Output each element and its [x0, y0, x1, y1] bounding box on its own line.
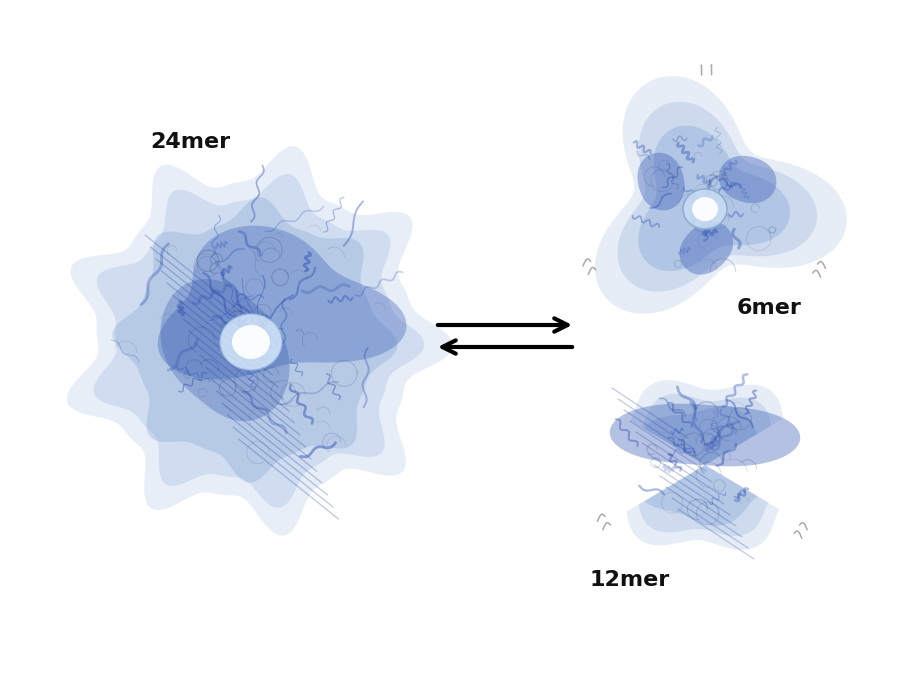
Polygon shape	[67, 146, 453, 536]
Polygon shape	[595, 76, 847, 314]
Text: 24mer: 24mer	[150, 132, 230, 152]
Polygon shape	[719, 156, 777, 203]
Polygon shape	[94, 174, 425, 508]
Polygon shape	[160, 279, 290, 421]
Polygon shape	[637, 153, 685, 211]
Polygon shape	[593, 380, 783, 550]
Polygon shape	[680, 221, 734, 275]
Polygon shape	[611, 394, 771, 536]
Polygon shape	[636, 406, 758, 526]
Polygon shape	[638, 126, 790, 271]
Ellipse shape	[683, 189, 727, 229]
Polygon shape	[609, 404, 800, 466]
Text: 6mer: 6mer	[737, 298, 802, 318]
Ellipse shape	[692, 197, 718, 221]
Polygon shape	[112, 197, 398, 483]
Polygon shape	[590, 410, 705, 520]
Text: 12mer: 12mer	[590, 570, 670, 590]
Polygon shape	[158, 225, 407, 379]
Ellipse shape	[232, 325, 270, 359]
Ellipse shape	[220, 314, 282, 370]
Polygon shape	[617, 102, 817, 292]
